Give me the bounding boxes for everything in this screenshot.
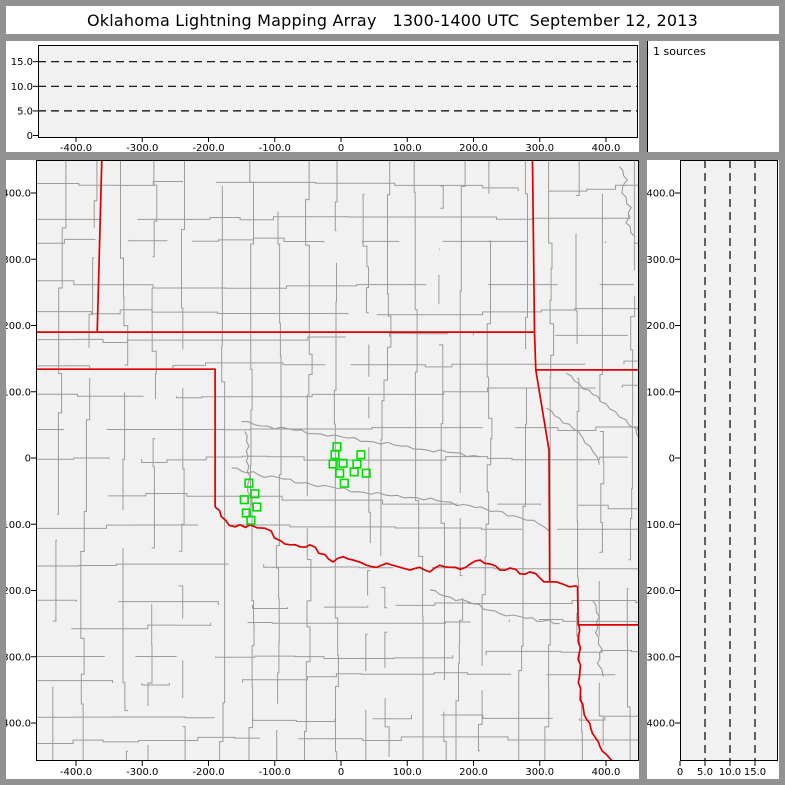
svg-text:-400.0: -400.0 (60, 143, 92, 152)
plan-view-map[interactable]: 400.0 300.0 200.0 100.0 0 -100.0 -200.0 -300.0 -… (6, 160, 639, 779)
ew-ticks (33, 61, 607, 142)
separator-under-title (6, 34, 779, 41)
state-borders (36, 160, 639, 761)
ns-tick-labels: 400.0 300.0 200.0 100.0 0 -100.0 -200.0 -300.0 -… (647, 189, 766, 779)
svg-text:0: 0 (27, 131, 33, 142)
svg-text:-300.0: -300.0 (126, 143, 158, 152)
svg-text:400.0: 400.0 (6, 189, 31, 200)
svg-text:-400.0: -400.0 (6, 719, 31, 730)
source-marker (252, 502, 262, 512)
ew-altitude-frame (38, 45, 638, 138)
svg-text:400.0: 400.0 (592, 143, 621, 152)
svg-text:0: 0 (25, 454, 31, 465)
svg-text:0: 0 (677, 767, 683, 778)
svg-text:200.0: 200.0 (6, 321, 31, 332)
svg-text:0: 0 (338, 767, 344, 778)
ns-altitude-background (680, 160, 778, 761)
svg-text:-100.0: -100.0 (259, 767, 291, 778)
source-marker (361, 468, 371, 478)
ew-altitude-plot[interactable]: 15.0 10.0 5.0 0 -400.0 -300.0 -200.0 -100.0 0 100… (6, 41, 639, 152)
svg-text:0: 0 (669, 454, 675, 465)
rivers (231, 166, 639, 677)
svg-text:-200.0: -200.0 (6, 586, 31, 597)
svg-text:-200.0: -200.0 (192, 767, 224, 778)
source-marker (241, 508, 251, 518)
svg-text:100.0: 100.0 (6, 387, 31, 398)
ns-ticks (675, 192, 756, 766)
svg-text:100.0: 100.0 (647, 387, 675, 398)
svg-text:400.0: 400.0 (592, 767, 621, 778)
svg-text:-100.0: -100.0 (6, 520, 31, 531)
source-marker (250, 489, 260, 499)
svg-text:10.0: 10.0 (719, 767, 741, 778)
sources-legend-box: 1 sources (647, 41, 779, 152)
plan-tick-labels: 400.0 300.0 200.0 100.0 0 -100.0 -200.0 -300.0 -… (6, 189, 620, 779)
svg-text:-200.0: -200.0 (192, 143, 224, 152)
svg-text:-300.0: -300.0 (647, 652, 675, 663)
ns-altitude-plot[interactable]: 400.0 300.0 200.0 100.0 0 -100.0 -200.0 -300.0 -… (647, 160, 779, 779)
ns-altitude-frame (680, 160, 778, 761)
source-marker (246, 515, 256, 525)
svg-text:0: 0 (338, 143, 344, 152)
source-marker (335, 468, 345, 478)
source-marker (339, 478, 349, 488)
separator-vertical (639, 41, 647, 779)
source-marker (349, 467, 359, 477)
altitude-gridlines (704, 160, 756, 761)
svg-text:400.0: 400.0 (647, 189, 675, 200)
svg-text:300.0: 300.0 (525, 767, 554, 778)
svg-text:300.0: 300.0 (647, 255, 675, 266)
plan-ticks (31, 192, 607, 766)
source-marker (356, 450, 366, 460)
title-bar: Oklahoma Lightning Mapping Array 1300-14… (6, 6, 779, 34)
county-grid (36, 160, 639, 761)
page-title: Oklahoma Lightning Mapping Array 1300-14… (86, 10, 699, 30)
svg-text:-300.0: -300.0 (6, 652, 31, 663)
svg-text:5.0: 5.0 (697, 767, 713, 778)
ew-tick-labels: 15.0 10.0 5.0 0 -400.0 -300.0 -200.0 -100.0 0 100… (11, 57, 621, 152)
svg-text:-200.0: -200.0 (647, 586, 675, 597)
svg-text:-400.0: -400.0 (60, 767, 92, 778)
svg-text:200.0: 200.0 (459, 767, 488, 778)
svg-text:-400.0: -400.0 (647, 719, 675, 730)
svg-text:100.0: 100.0 (393, 143, 422, 152)
source-marker (338, 458, 348, 468)
svg-text:15.0: 15.0 (744, 767, 766, 778)
source-marker (328, 459, 338, 469)
svg-text:200.0: 200.0 (647, 321, 675, 332)
svg-text:300.0: 300.0 (6, 255, 31, 266)
source-marker (244, 478, 254, 488)
red-river-border (214, 506, 577, 588)
map-frame (36, 160, 639, 761)
ns-altitude-panel[interactable]: 400.0 300.0 200.0 100.0 0 -100.0 -200.0 -300.0 -… (647, 160, 779, 779)
sources-count-label: 1 sources (653, 45, 706, 58)
plan-view-panel[interactable]: 400.0 300.0 200.0 100.0 0 -100.0 -200.0 -300.0 -… (6, 160, 639, 779)
sabine-border (577, 624, 613, 761)
svg-text:15.0: 15.0 (11, 57, 33, 68)
svg-text:-300.0: -300.0 (126, 767, 158, 778)
svg-text:200.0: 200.0 (459, 143, 488, 152)
source-markers (239, 442, 371, 525)
source-marker (330, 450, 340, 460)
source-marker (239, 495, 249, 505)
separator-horizontal (6, 152, 779, 160)
ew-altitude-panel[interactable]: 15.0 10.0 5.0 0 -400.0 -300.0 -200.0 -100.0 0 100… (6, 41, 639, 152)
svg-text:300.0: 300.0 (525, 143, 554, 152)
svg-text:-100.0: -100.0 (259, 143, 291, 152)
svg-text:10.0: 10.0 (11, 82, 33, 93)
svg-text:-100.0: -100.0 (647, 520, 675, 531)
svg-text:100.0: 100.0 (393, 767, 422, 778)
altitude-gridlines (38, 61, 638, 112)
svg-text:5.0: 5.0 (17, 106, 33, 117)
ew-altitude-background (38, 45, 638, 138)
